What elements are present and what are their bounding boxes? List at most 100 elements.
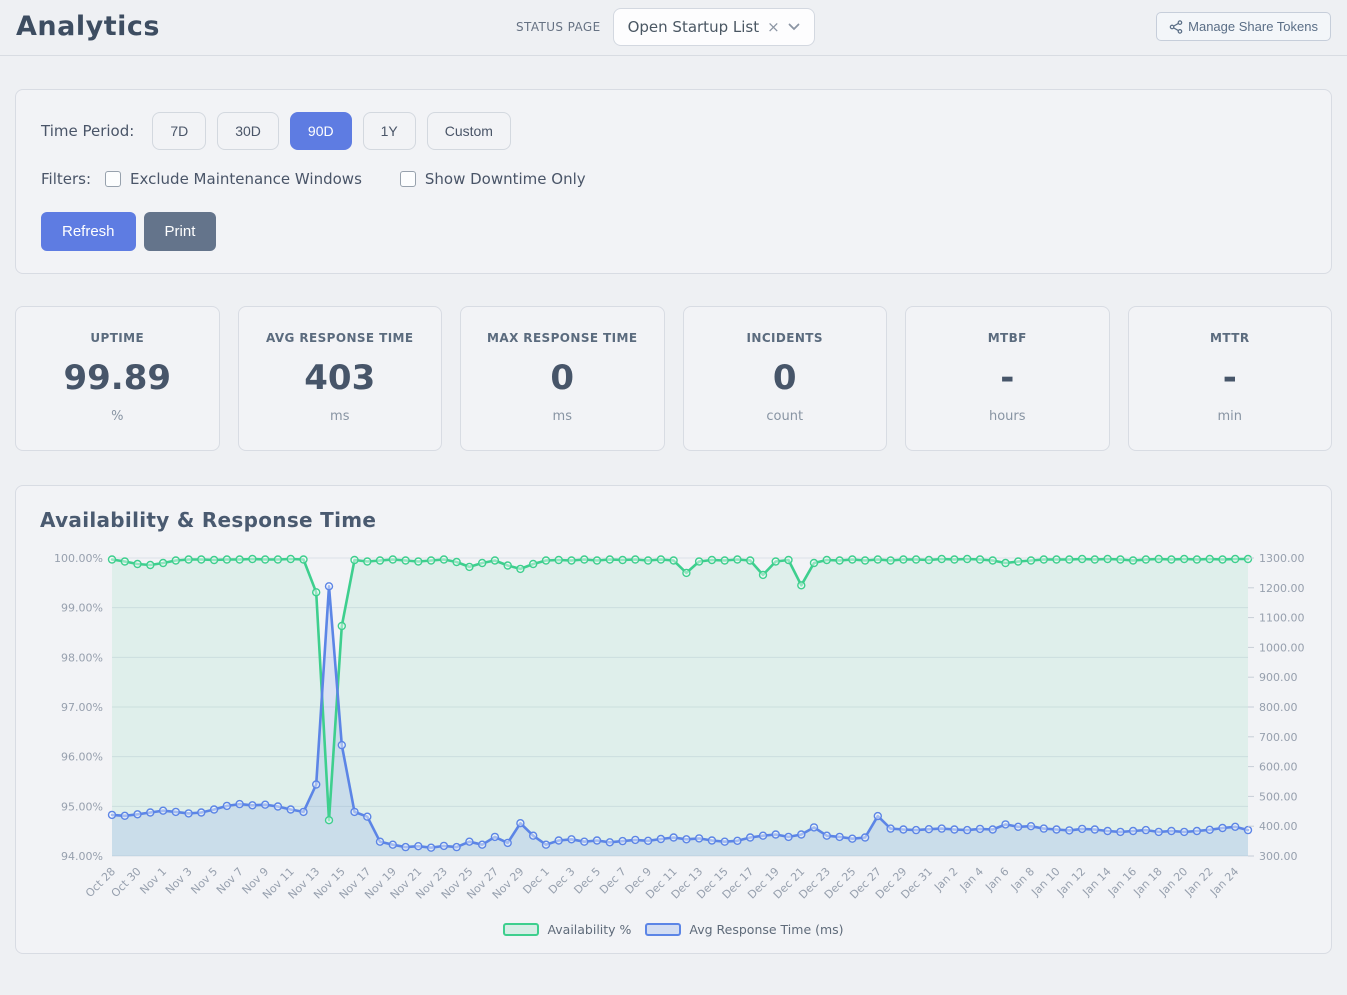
svg-text:900.00: 900.00 xyxy=(1259,671,1298,684)
svg-text:Dec 3: Dec 3 xyxy=(546,865,578,897)
stat-label: INCIDENTS xyxy=(746,331,823,345)
show-downtime-checkbox[interactable]: Show Downtime Only xyxy=(399,170,586,188)
stat-value: 0 xyxy=(772,358,797,398)
status-page-select[interactable]: Open Startup List × xyxy=(612,8,815,46)
status-page-label: STATUS PAGE xyxy=(516,20,601,34)
share-icon xyxy=(1169,19,1183,34)
svg-text:Jan 6: Jan 6 xyxy=(982,865,1011,894)
chart-legend: Availability % Avg Response Time (ms) xyxy=(40,922,1307,937)
status-page-selected-value: Open Startup List xyxy=(627,18,760,36)
svg-text:700.00: 700.00 xyxy=(1259,731,1298,744)
svg-text:800.00: 800.00 xyxy=(1259,701,1298,714)
line-Availability % xyxy=(110,557,1250,822)
svg-text:Dec 5: Dec 5 xyxy=(571,865,603,897)
svg-text:97.00%: 97.00% xyxy=(61,701,103,714)
svg-text:Jan 24: Jan 24 xyxy=(1207,865,1241,899)
exclude-maintenance-checkbox[interactable]: Exclude Maintenance Windows xyxy=(105,170,362,188)
stat-unit: ms xyxy=(330,409,350,424)
manage-share-tokens-button[interactable]: Manage Share Tokens xyxy=(1156,12,1331,41)
stat-card-avg-response: AVG RESPONSE TIME 403 ms xyxy=(237,306,442,451)
stat-label: AVG RESPONSE TIME xyxy=(265,331,414,345)
period-button-7d[interactable]: 7D xyxy=(152,112,207,150)
series-markers xyxy=(107,554,1253,852)
svg-text:1200.00: 1200.00 xyxy=(1259,582,1305,595)
chart-title: Availability & Response Time xyxy=(40,508,377,532)
checkbox-icon[interactable] xyxy=(399,171,416,187)
svg-text:Nov 3: Nov 3 xyxy=(163,865,195,897)
stat-label: UPTIME xyxy=(90,331,145,345)
print-button[interactable]: Print xyxy=(143,212,217,251)
checkbox-icon[interactable] xyxy=(105,171,122,187)
stat-unit: % xyxy=(111,409,124,424)
stat-unit: min xyxy=(1217,409,1242,424)
stat-unit: ms xyxy=(552,409,572,424)
page-title: Analytics xyxy=(16,11,160,42)
svg-text:400.00: 400.00 xyxy=(1259,820,1298,833)
svg-text:Jan 14: Jan 14 xyxy=(1079,865,1113,899)
svg-text:500.00: 500.00 xyxy=(1259,790,1298,803)
stats-row: UPTIME 99.89 % AVG RESPONSE TIME 403 ms … xyxy=(15,306,1332,451)
legend-item-response-time[interactable]: Avg Response Time (ms) xyxy=(645,922,844,937)
filters-panel: Time Period: 7D 30D 90D 1Y Custom Filter… xyxy=(15,89,1332,274)
exclude-maintenance-label: Exclude Maintenance Windows xyxy=(130,170,362,188)
clear-selection-icon[interactable]: × xyxy=(767,17,780,36)
svg-text:1300.00: 1300.00 xyxy=(1259,552,1305,565)
stat-label: MAX RESPONSE TIME xyxy=(487,331,638,345)
svg-text:300.00: 300.00 xyxy=(1259,850,1298,863)
svg-text:1100.00: 1100.00 xyxy=(1259,612,1305,625)
stat-value: 403 xyxy=(304,358,376,398)
chevron-down-icon xyxy=(788,23,800,31)
time-period-label: Time Period: xyxy=(41,122,135,140)
legend-item-availability[interactable]: Availability % xyxy=(503,922,631,937)
svg-text:94.00%: 94.00% xyxy=(61,850,103,863)
availability-response-chart: 100.00% 99.00% 98.00% 97.00% 96.00% 95.00% 94.… xyxy=(40,544,1307,920)
svg-text:Nov 7: Nov 7 xyxy=(214,865,246,897)
svg-text:99.00%: 99.00% xyxy=(61,602,103,615)
svg-text:98.00%: 98.00% xyxy=(61,651,103,664)
manage-share-tokens-label: Manage Share Tokens xyxy=(1188,19,1318,34)
svg-text:96.00%: 96.00% xyxy=(61,751,103,764)
area-Availability % xyxy=(112,559,1248,856)
time-period-row: Time Period: 7D 30D 90D 1Y Custom xyxy=(41,112,1306,150)
status-page-selector: STATUS PAGE Open Startup List × xyxy=(516,8,815,46)
svg-text:Jan 18: Jan 18 xyxy=(1131,865,1165,899)
svg-text:Jan 22: Jan 22 xyxy=(1182,865,1216,899)
stat-card-incidents: INCIDENTS 0 count xyxy=(682,306,887,451)
legend-label: Avg Response Time (ms) xyxy=(689,922,844,937)
svg-text:100.00%: 100.00% xyxy=(54,552,103,565)
period-button-1y[interactable]: 1Y xyxy=(362,112,416,150)
svg-text:Nov 1: Nov 1 xyxy=(137,865,169,897)
stat-card-max-response: MAX RESPONSE TIME 0 ms xyxy=(460,306,665,451)
show-downtime-label: Show Downtime Only xyxy=(424,170,586,188)
stat-unit: count xyxy=(766,409,804,424)
svg-text:Jan 10: Jan 10 xyxy=(1028,865,1062,899)
refresh-button[interactable]: Refresh xyxy=(41,212,136,251)
chart-panel: Availability & Response Time 100.00% 99.0… xyxy=(15,485,1332,954)
svg-text:Jan 2: Jan 2 xyxy=(931,865,960,894)
top-bar: Analytics STATUS PAGE Open Startup List … xyxy=(0,0,1347,56)
svg-text:600.00: 600.00 xyxy=(1259,761,1298,774)
period-button-custom[interactable]: Custom xyxy=(426,112,511,150)
svg-text:1000.00: 1000.00 xyxy=(1259,641,1305,654)
actions-row: Refresh Print xyxy=(41,212,1306,251)
response-time-swatch-icon xyxy=(645,923,682,936)
stat-value: 0 xyxy=(550,358,575,398)
line-Avg Response Time (ms) xyxy=(110,585,1250,849)
series-areas xyxy=(112,559,1248,856)
series-lines xyxy=(110,557,1250,849)
legend-label: Availability % xyxy=(547,922,632,937)
filters-label: Filters: xyxy=(41,170,92,188)
period-button-90d[interactable]: 90D xyxy=(289,112,352,150)
period-button-30d[interactable]: 30D xyxy=(217,112,279,150)
stat-value: - xyxy=(1222,358,1237,398)
svg-text:Nov 5: Nov 5 xyxy=(188,865,220,897)
availability-swatch-icon xyxy=(503,923,540,936)
svg-text:95.00%: 95.00% xyxy=(61,800,103,813)
stat-unit: hours xyxy=(988,409,1026,424)
stat-card-mtbf: MTBF - hours xyxy=(905,306,1110,451)
svg-text:Jan 4: Jan 4 xyxy=(957,865,986,894)
stat-label: MTTR xyxy=(1210,331,1250,345)
svg-text:Dec 1: Dec 1 xyxy=(520,865,552,897)
stat-label: MTBF xyxy=(987,331,1027,345)
svg-text:Dec 7: Dec 7 xyxy=(597,865,629,897)
